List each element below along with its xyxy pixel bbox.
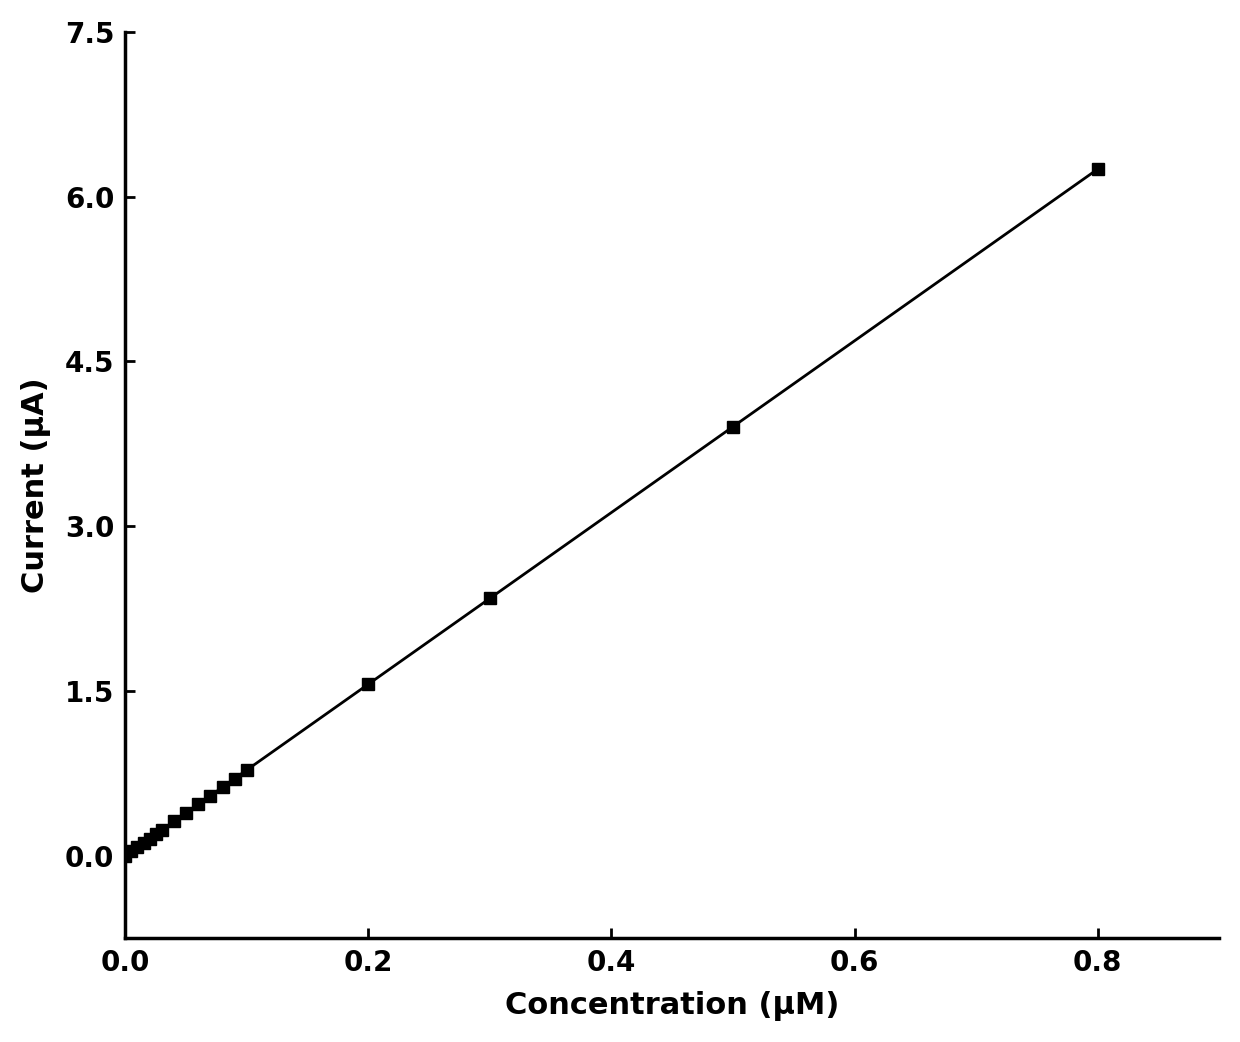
Y-axis label: Current (μA): Current (μA) [21, 377, 51, 593]
X-axis label: Concentration (μM): Concentration (μM) [505, 991, 839, 1021]
